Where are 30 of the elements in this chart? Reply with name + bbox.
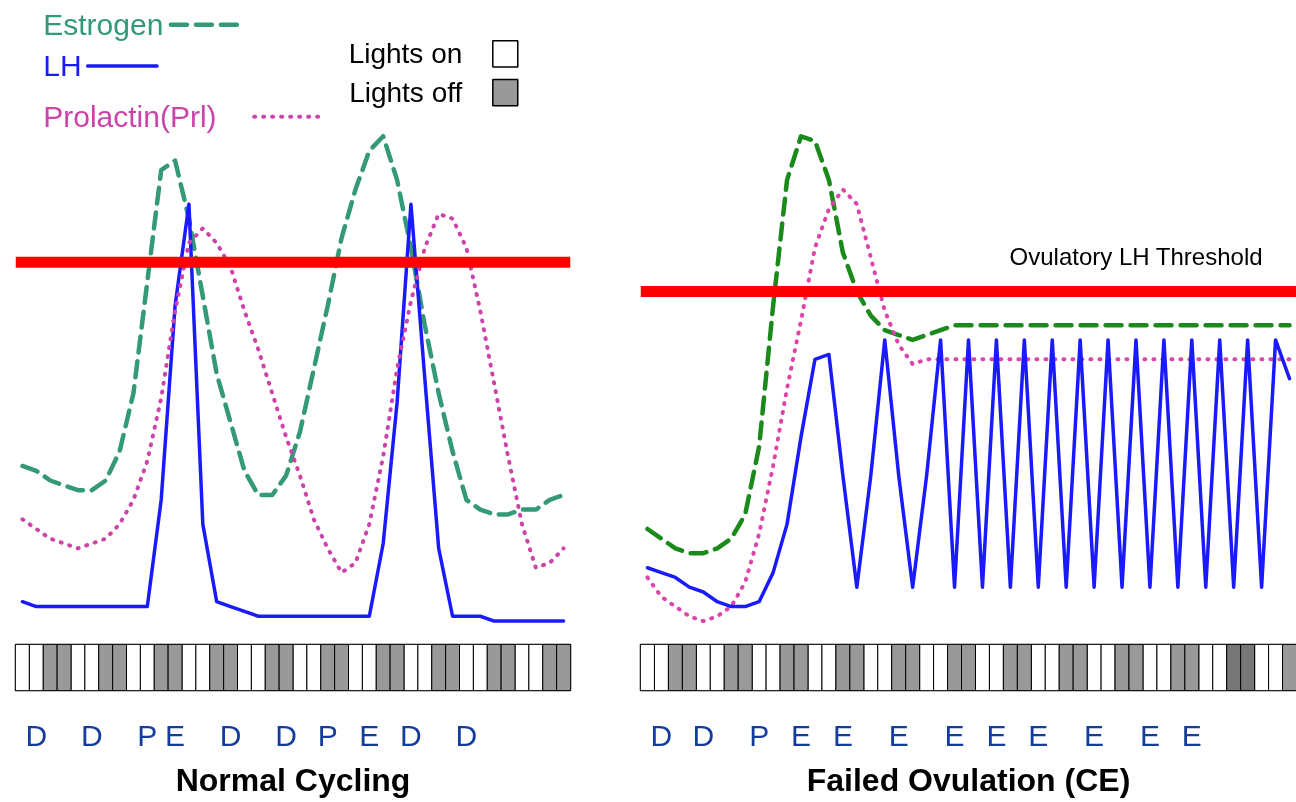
x-tick-label: D [275, 718, 297, 752]
legend-label: Lights on [348, 38, 463, 70]
x-tick-label: E [1084, 718, 1105, 752]
x-tick-label: E [359, 718, 380, 752]
x-tick-label: E [832, 718, 853, 752]
x-tick-label: P [137, 718, 158, 752]
x-tick-label: D [400, 718, 422, 752]
legend-label: Estrogen [43, 8, 164, 42]
text: Failed Ovulation (CE) [806, 761, 1131, 798]
x-tick-label: E [1028, 718, 1049, 752]
x-tick-label: D [650, 718, 673, 752]
x-tick-label: P [317, 718, 338, 752]
x-tick-label: E [986, 718, 1007, 752]
x-tick-label: D [219, 718, 242, 752]
x-tick-label: E [791, 718, 812, 752]
x-tick-label: E [165, 718, 186, 752]
legend-label: Prolactin(Prl) [43, 100, 217, 134]
x-tick-label: E [1139, 718, 1160, 752]
x-tick-label: D [80, 718, 103, 752]
x-tick-label: E [888, 718, 909, 752]
x-tick-label: E [944, 718, 965, 752]
x-tick-label: D [25, 718, 48, 752]
text: Normal Cycling [175, 761, 411, 798]
x-tick-label: D [455, 718, 478, 752]
x-tick-label: P [749, 718, 770, 752]
x-tick-label: E [1181, 718, 1202, 752]
legend-label: LH [43, 49, 82, 83]
legend-label: Lights off [349, 77, 463, 109]
x-tick-label: D [692, 718, 715, 752]
ref-line-label: Ovulatory LH Threshold [1009, 242, 1263, 270]
